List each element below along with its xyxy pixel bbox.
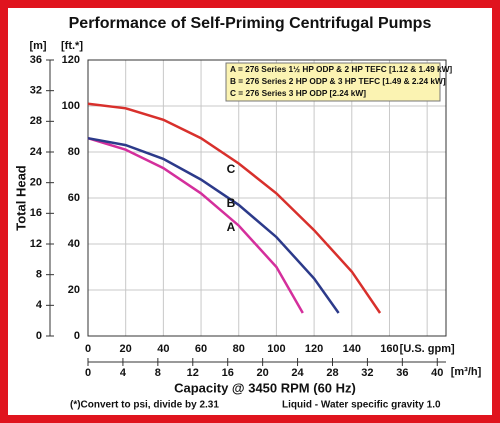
footnote: Liquid - Water specific gravity 1.0	[282, 400, 441, 411]
x-tick-label: 20	[120, 343, 132, 355]
x2-tick-label: 8	[155, 367, 161, 379]
y-tick-label: 100	[62, 100, 80, 112]
series-label: C	[227, 162, 236, 176]
y2-tick-label: 20	[30, 177, 42, 189]
y2-tick-label: 16	[30, 207, 42, 219]
y2-tick-label: 0	[36, 330, 42, 342]
chart-title: Performance of Self-Priming Centrifugal …	[69, 15, 432, 32]
series-line	[87, 137, 304, 314]
y-unit: [ft.*]	[61, 40, 83, 52]
x-tick-label: 0	[85, 343, 91, 355]
y2-tick-label: 36	[30, 54, 42, 66]
y-tick-label: 120	[62, 54, 80, 66]
y-tick-label: 80	[68, 146, 80, 158]
x2-tick-label: 4	[120, 367, 127, 379]
series-label: B	[227, 196, 236, 210]
y-tick-label: 20	[68, 284, 80, 296]
x2-tick-label: 12	[187, 367, 199, 379]
x-tick-label: [U.S. gpm]	[400, 343, 455, 355]
y2-unit: [m]	[29, 40, 46, 52]
plot-frame	[87, 59, 447, 337]
x2-tick-label: 24	[291, 367, 304, 379]
legend-box	[225, 62, 441, 102]
legend-entry: A = 276 Series 1½ HP ODP & 2 HP TEFC [1.…	[230, 64, 452, 74]
y-tick-label: 0	[74, 330, 80, 342]
x2-tick-label: 0	[85, 367, 91, 379]
y2-tick-label: 4	[36, 299, 43, 311]
x2-tick-label: 36	[396, 367, 408, 379]
y2-tick-label: 8	[36, 269, 42, 281]
x-tick-label: 140	[343, 343, 361, 355]
y2-tick-label: 32	[30, 85, 42, 97]
footnote: (*)Convert to psi, divide by 2.31	[70, 400, 219, 411]
x-tick-label: 120	[305, 343, 323, 355]
x-tick-label: 80	[233, 343, 245, 355]
x-tick-label: 60	[195, 343, 207, 355]
x2-tick-label: 28	[326, 367, 338, 379]
y-tick-label: 40	[68, 238, 80, 250]
x2-tick-label: 40	[431, 367, 443, 379]
x-tick-label: 160	[380, 343, 398, 355]
x2-tick-label: 16	[222, 367, 234, 379]
x2-unit: [m³/h]	[451, 366, 482, 378]
series-line	[87, 136, 340, 314]
x2-tick-label: 32	[361, 367, 373, 379]
y-tick-label: 60	[68, 192, 80, 204]
legend-entry: C = 276 Series 3 HP ODP [2.24 kW]	[230, 88, 366, 98]
y2-tick-label: 28	[30, 115, 42, 127]
y-axis-title: Total Head	[13, 165, 28, 231]
legend-entry: B = 276 Series 2 HP ODP & 3 HP TEFC [1.4…	[230, 76, 446, 86]
series-label: A	[227, 220, 236, 234]
x-tick-label: 40	[157, 343, 169, 355]
y2-tick-label: 24	[30, 146, 43, 158]
y2-tick-label: 12	[30, 238, 42, 250]
series-line	[87, 102, 382, 314]
x2-tick-label: 20	[257, 367, 269, 379]
x-tick-label: 100	[267, 343, 285, 355]
x-axis-title: Capacity @ 3450 RPM (60 Hz)	[174, 380, 356, 395]
